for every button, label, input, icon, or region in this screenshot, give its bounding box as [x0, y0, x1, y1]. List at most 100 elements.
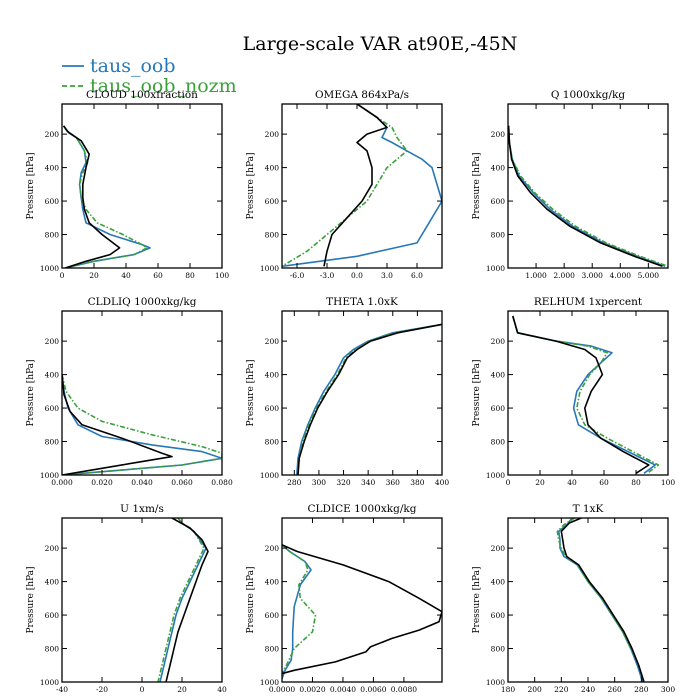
- y-tick-label: 200: [265, 130, 280, 139]
- series-line-taus-oob: [282, 104, 442, 268]
- series-line-taus-oob-nozm: [508, 125, 668, 268]
- series-line-reference: [508, 125, 663, 268]
- panel-title: T 1xK: [573, 503, 604, 515]
- x-tick-label: 220: [554, 685, 569, 694]
- x-tick-label: 40: [121, 271, 131, 280]
- x-tick-label: 5.000: [638, 271, 660, 280]
- plot-frame: [507, 103, 669, 269]
- panel-title: THETA 1.0xK: [326, 296, 398, 308]
- panel-u: U 1xm/s 200 400 600 800 1000-40 -20 0 20 40 Pressu…: [26, 503, 227, 694]
- series-line-reference: [165, 518, 209, 682]
- x-tick-label: 0.0: [351, 271, 363, 280]
- y-tick-label: 600: [491, 404, 506, 413]
- series-line-taus-oob-nozm: [556, 518, 645, 682]
- x-tick-label: 240: [581, 685, 596, 694]
- series-line-reference: [297, 323, 442, 475]
- y-tick-label: 800: [491, 645, 506, 654]
- x-tick-label: 180: [501, 685, 516, 694]
- y-tick-label: 400: [491, 371, 506, 380]
- y-tick-label: 600: [491, 611, 506, 620]
- x-tick-label: 100: [215, 271, 230, 280]
- panel-theta: THETA 1.0xK 200 400 600 800 1000 280 300 320 340 3…: [246, 296, 449, 487]
- y-axis-label: Pressure [hPa]: [26, 359, 36, 426]
- y-tick-label: 400: [45, 164, 60, 173]
- series-line-taus-oob: [62, 125, 151, 268]
- y-tick-label: 1000: [40, 264, 59, 273]
- panel-title: CLDICE 1000xkg/kg: [308, 503, 417, 515]
- series-group: [157, 518, 209, 682]
- y-tick-label: 800: [491, 438, 506, 447]
- series-line-taus-oob: [557, 518, 644, 682]
- y-tick-label: 200: [491, 337, 506, 346]
- plot-frame: [281, 310, 443, 476]
- y-tick-label: 800: [45, 645, 60, 654]
- x-tick-label: 200: [528, 685, 543, 694]
- y-tick-label: 1000: [486, 471, 505, 480]
- legend: taus_oob taus_oob_nozm: [62, 55, 237, 97]
- y-tick-label: 1000: [260, 264, 279, 273]
- x-tick-label: 40: [567, 478, 577, 487]
- plot-frame: [61, 517, 223, 683]
- x-tick-label: 20: [535, 478, 545, 487]
- series-group: [282, 104, 442, 268]
- y-tick-label: 200: [45, 337, 60, 346]
- series-line-taus-oob: [296, 323, 442, 475]
- series-line-reference: [560, 518, 645, 682]
- y-tick-label: 800: [45, 438, 60, 447]
- series-group: [62, 125, 151, 268]
- y-tick-label: 1000: [486, 678, 505, 687]
- x-tick-label: 20: [89, 271, 99, 280]
- legend-label-taus-oob-nozm: taus_oob_nozm: [90, 75, 237, 97]
- y-tick-label: 200: [265, 544, 280, 553]
- x-tick-label: 320: [336, 478, 351, 487]
- legend-label-taus-oob: taus_oob: [90, 55, 176, 77]
- series-line-reference: [62, 125, 121, 268]
- plot-frame: [507, 517, 669, 683]
- series-line-taus-oob: [159, 518, 207, 682]
- y-tick-label: 400: [45, 371, 60, 380]
- y-tick-label: 400: [491, 578, 506, 587]
- y-axis-label: Pressure [hPa]: [246, 566, 256, 633]
- panel-title: OMEGA 864xPa/s: [315, 89, 409, 101]
- series-group: [512, 315, 660, 474]
- x-tick-label: 4.000: [610, 271, 632, 280]
- x-tick-label: 260: [608, 685, 623, 694]
- y-tick-label: 200: [265, 337, 280, 346]
- x-tick-label: 0: [60, 271, 65, 280]
- series-group: [62, 374, 222, 475]
- x-tick-label: 2.000: [553, 271, 575, 280]
- x-tick-label: -6.0: [290, 271, 305, 280]
- y-tick-label: 400: [265, 164, 280, 173]
- x-tick-label: 0.020: [91, 478, 113, 487]
- y-tick-label: 600: [45, 611, 60, 620]
- y-tick-label: 600: [265, 197, 280, 206]
- y-tick-label: 200: [45, 544, 60, 553]
- figure-title: Large-scale VAR at90E,-45N: [243, 33, 518, 55]
- y-axis-label: Pressure [hPa]: [246, 359, 256, 426]
- y-tick-label: 400: [491, 164, 506, 173]
- plot-frame: [507, 310, 669, 476]
- y-axis-label: Pressure [hPa]: [26, 566, 36, 633]
- x-tick-label: 0.040: [131, 478, 153, 487]
- series-line-taus-oob: [508, 125, 666, 268]
- y-axis-label: Pressure [hPa]: [246, 152, 256, 219]
- y-axis-label: Pressure [hPa]: [472, 359, 482, 426]
- x-tick-label: 3.000: [581, 271, 603, 280]
- x-tick-label: 0.0000: [269, 685, 295, 694]
- x-tick-label: 0.060: [171, 478, 193, 487]
- x-tick-label: -40: [56, 685, 68, 694]
- x-tick-label: 100: [661, 478, 676, 487]
- y-tick-label: 800: [265, 645, 280, 654]
- x-tick-label: 0.0060: [360, 685, 386, 694]
- y-tick-label: 1000: [40, 471, 59, 480]
- panel-title: U 1xm/s: [120, 503, 164, 515]
- x-tick-label: 400: [435, 478, 450, 487]
- x-tick-label: 60: [153, 271, 163, 280]
- x-tick-label: 0.080: [211, 478, 233, 487]
- y-tick-label: 600: [491, 197, 506, 206]
- y-tick-label: 1000: [40, 678, 59, 687]
